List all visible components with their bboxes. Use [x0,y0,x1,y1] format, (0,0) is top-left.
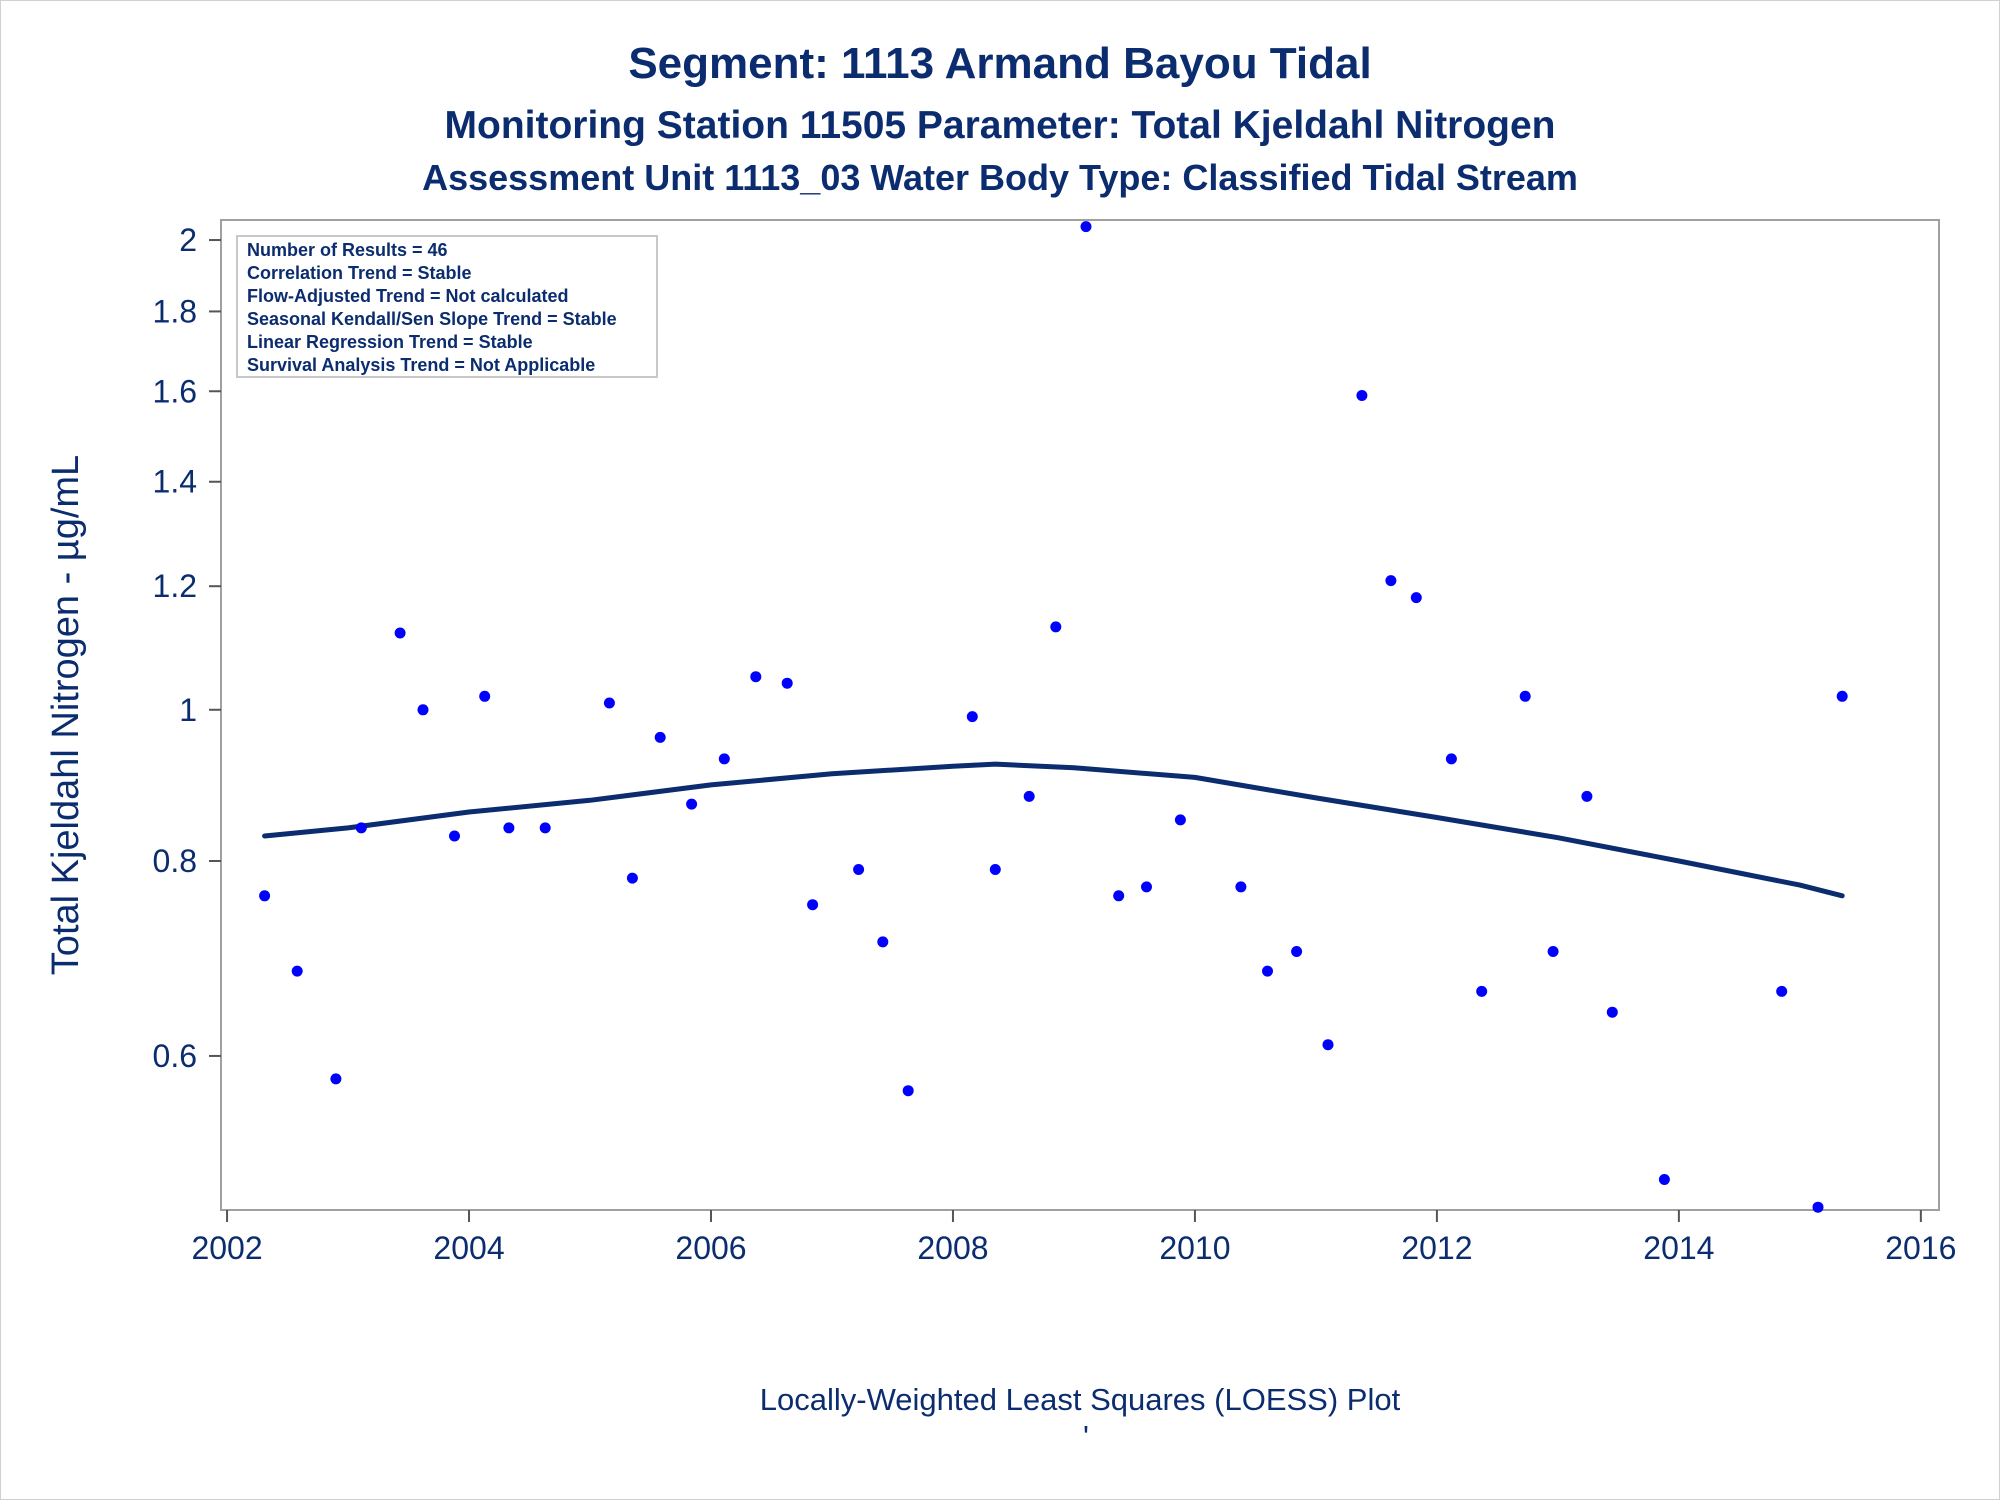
data-point [1023,790,1035,802]
info-flow-adjusted-trend: Flow-Adjusted Trend = Not calculated [247,286,569,306]
x-tick-label: 2012 [1401,1230,1472,1266]
info-number-of-results: Number of Results = 46 [247,240,448,260]
data-point [1322,1039,1334,1051]
data-point [1113,890,1125,902]
y-tick-label: 2 [179,222,197,258]
data-point [1356,390,1368,401]
data-point [355,822,367,834]
data-point [417,704,429,716]
data-point [989,864,1001,875]
data-point [1080,221,1092,233]
y-tick-label: 1 [179,692,197,728]
plot-area [220,219,1940,1211]
data-point [1445,753,1457,765]
loess-layer [262,761,1845,899]
info-box: Number of Results = 46 Correlation Trend… [236,235,658,378]
data-point [781,677,793,689]
data-point [966,711,978,723]
chart-subtitle-assessment: Assessment Unit 1113_03 Water Body Type:… [422,157,1578,198]
data-point [603,697,615,709]
data-point [1547,946,1559,957]
data-point [654,731,666,743]
y-tick-label: 0.6 [153,1038,197,1074]
y-tick-label: 0.8 [153,843,197,879]
footnote: Locally-Weighted Least Squares (LOESS) P… [760,1382,1401,1417]
x-tick-label: 2016 [1885,1230,1956,1266]
data-point [330,1073,342,1085]
data-point [686,798,698,810]
data-point [394,627,406,639]
y-axis-label: Total Kjeldahl Nitrogen - µg/mL [45,455,87,975]
points-layer [259,221,1848,1213]
x-tick-label: 2004 [433,1230,504,1266]
y-tick-label: 1.4 [153,464,197,500]
info-box-border [236,235,658,378]
data-point [1776,985,1788,997]
x-axis: 2002 2004 2006 2008 2010 2012 2014 2016 [191,1210,1956,1266]
data-point [1836,690,1848,702]
x-tick-label: 2002 [191,1230,262,1266]
x-tick-label: 2010 [1159,1230,1230,1266]
data-point [1658,1174,1670,1185]
data-point [1174,814,1186,826]
data-point [1476,985,1488,997]
data-point [1262,965,1273,977]
info-seasonal-kendall-trend: Seasonal Kendall/Sen Slope Trend = Stabl… [247,309,617,329]
data-point [1606,1006,1618,1018]
data-point [1519,690,1531,702]
data-point [479,690,491,702]
data-point [1812,1201,1824,1213]
data-point [449,830,460,842]
data-point [1581,790,1593,802]
data-point [1235,881,1247,893]
data-point [503,822,515,834]
x-tick-label: 2008 [917,1230,988,1266]
data-point [291,965,303,977]
data-point [902,1085,914,1097]
data-point [1410,592,1422,604]
data-point [750,671,762,683]
data-point [877,936,889,948]
data-point [1050,621,1062,633]
y-axis: 0.6 0.8 1 1.2 1.4 1.6 1.8 2 [153,222,221,1074]
info-correlation-trend: Correlation Trend = Stable [247,263,472,283]
x-tick-label: 2006 [675,1230,746,1266]
data-point [1291,946,1303,957]
chart-title: Segment: 1113 Armand Bayou Tidal [628,39,1371,88]
y-tick-label: 1.2 [153,568,197,604]
data-point [807,899,819,911]
data-point [1141,881,1152,893]
data-point [853,864,865,875]
chart-subtitle-station: Monitoring Station 11505 Parameter: Tota… [445,104,1556,147]
y-tick-label: 1.8 [153,293,197,329]
info-survival-analysis-trend: Survival Analysis Trend = Not Applicable [247,355,595,375]
data-point [259,890,271,902]
data-point [1385,575,1397,587]
data-point [626,872,638,884]
footnote-mark: ' [1083,1419,1089,1454]
x-tick-label: 2014 [1643,1230,1714,1266]
loess-curve [262,761,1845,899]
data-point [539,822,551,834]
info-linear-regression-trend: Linear Regression Trend = Stable [247,332,533,352]
data-point [718,753,730,765]
y-tick-label: 1.6 [153,373,197,409]
